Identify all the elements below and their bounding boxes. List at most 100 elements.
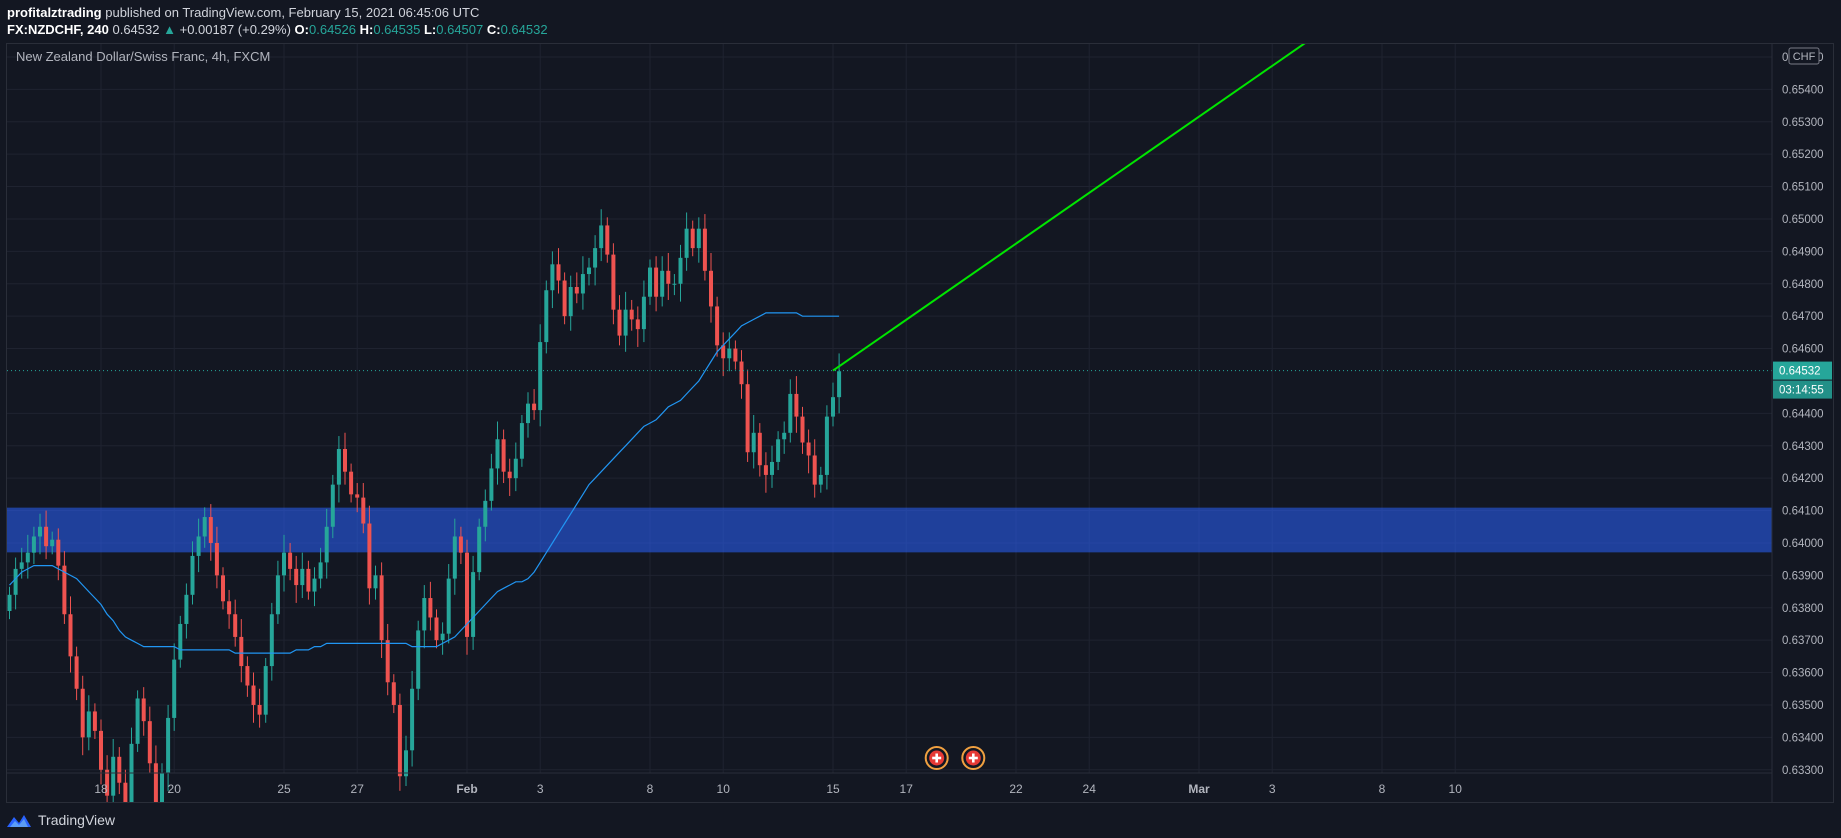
candle-body-116 xyxy=(715,306,720,346)
candle-16 xyxy=(105,755,110,806)
candle-body-64 xyxy=(397,704,402,777)
y-tick-label-1: 0.65400 xyxy=(1782,84,1824,96)
candle-body-27 xyxy=(172,659,177,718)
candle-body-72 xyxy=(446,578,451,634)
footer-brand[interactable]: TradingView xyxy=(38,812,116,828)
y-tick-label-3: 0.65200 xyxy=(1782,149,1824,161)
candle-123 xyxy=(757,423,762,477)
y-tick-label-4: 0.65100 xyxy=(1782,182,1824,194)
candle-46 xyxy=(288,542,293,581)
event-marker-icon-0[interactable] xyxy=(924,746,949,770)
author-name[interactable]: profitalztrading xyxy=(7,5,102,20)
candle-95 xyxy=(587,257,591,286)
candle-119 xyxy=(733,340,738,370)
candle-body-103 xyxy=(635,319,640,330)
moving-average-line xyxy=(9,312,840,654)
price-tag-value: 0.64532 xyxy=(1779,366,1821,378)
candle-body-46 xyxy=(288,552,293,569)
candle-body-70 xyxy=(434,617,439,641)
open-value: 0.64526 xyxy=(309,22,356,37)
candle-67 xyxy=(416,620,421,701)
event-marker-icon-1[interactable] xyxy=(961,746,986,770)
candle-55 xyxy=(343,432,347,485)
candle-body-84 xyxy=(519,423,524,459)
candle-body-4 xyxy=(31,536,36,553)
candle-6 xyxy=(44,510,49,560)
up-arrow-icon: ▲ xyxy=(163,22,176,37)
candle-111 xyxy=(684,212,689,271)
candle-124 xyxy=(763,452,768,493)
candle-106 xyxy=(654,256,659,312)
candle-126 xyxy=(776,431,781,471)
candle-22 xyxy=(141,687,146,736)
candle-body-53 xyxy=(330,484,335,527)
candle-132 xyxy=(812,439,817,498)
candle-44 xyxy=(275,560,280,624)
candle-body-57 xyxy=(355,494,360,498)
candle-85 xyxy=(526,392,530,438)
candle-body-6 xyxy=(44,526,49,547)
candle-body-97 xyxy=(599,225,604,249)
candle-body-106 xyxy=(654,267,659,297)
price-chart[interactable]: 0.655000.654000.653000.652000.651000.650… xyxy=(7,42,1833,838)
candle-body-62 xyxy=(385,640,390,683)
time-axis[interactable]: 18 20 25 27 Feb 3 8 10 15 17 22 24 Mar 3 8 10 xyxy=(94,782,1462,796)
event-marker-plus-h-1 xyxy=(968,756,978,760)
candle-12 xyxy=(80,675,85,756)
candle-body-54 xyxy=(336,449,341,485)
candle-body-125 xyxy=(770,461,774,475)
candle-body-87 xyxy=(538,342,543,411)
candle-body-33 xyxy=(208,517,213,543)
candle-40 xyxy=(251,672,256,723)
x-tick-label-5: 3 xyxy=(537,782,544,796)
candle-66 xyxy=(410,670,415,767)
candle-74 xyxy=(458,526,463,565)
candle-52 xyxy=(324,508,329,579)
candle-109 xyxy=(672,274,677,296)
y-tick-label-9: 0.64600 xyxy=(1782,344,1824,356)
candle-body-37 xyxy=(233,614,238,637)
candle-body-114 xyxy=(702,228,707,271)
chart-panel[interactable]: 0.655000.654000.653000.652000.651000.650… xyxy=(6,42,1834,838)
candle-116 xyxy=(715,296,720,357)
candles-layer xyxy=(7,209,842,838)
candle-77 xyxy=(477,518,482,581)
candle-body-105 xyxy=(648,267,652,297)
trendline-layer xyxy=(832,42,1306,372)
candle-body-12 xyxy=(80,688,85,738)
candle-body-96 xyxy=(593,248,598,268)
candle-body-35 xyxy=(221,575,225,602)
candle-59 xyxy=(367,505,372,605)
chart-background xyxy=(7,44,1833,802)
candle-body-50 xyxy=(312,578,317,592)
candle-body-38 xyxy=(239,636,244,667)
candle-82 xyxy=(507,458,512,496)
candle-body-76 xyxy=(471,572,476,637)
candle-body-48 xyxy=(300,568,305,586)
candle-body-14 xyxy=(92,711,97,731)
price-tag: 0.64532 03:14:55 xyxy=(1773,361,1832,399)
last-price: 0.64532 xyxy=(112,22,160,37)
candle-body-34 xyxy=(214,542,219,576)
candle-15 xyxy=(99,719,103,785)
candle-5 xyxy=(38,513,42,555)
candle-113 xyxy=(696,217,701,263)
y-tick-label-7: 0.64800 xyxy=(1782,279,1824,291)
candle-43 xyxy=(269,602,274,681)
candle-body-65 xyxy=(404,750,408,777)
price-axis[interactable]: 0.655000.654000.653000.652000.651000.650… xyxy=(1782,52,1824,777)
candle-body-73 xyxy=(452,536,457,579)
candle-body-40 xyxy=(251,685,256,705)
tradingview-logo-icon[interactable] xyxy=(6,812,32,828)
candle-60 xyxy=(373,565,378,600)
y-tick-label-16: 0.63800 xyxy=(1782,603,1824,615)
candle-92 xyxy=(568,275,573,331)
candle-body-89 xyxy=(550,264,555,291)
candle-3 xyxy=(25,534,30,579)
candle-body-80 xyxy=(495,439,500,469)
high-value: 0.64535 xyxy=(373,22,421,37)
candle-11 xyxy=(74,646,79,701)
support-zone xyxy=(7,507,1772,553)
candle-90 xyxy=(556,248,561,294)
low-label: L: xyxy=(423,22,437,37)
